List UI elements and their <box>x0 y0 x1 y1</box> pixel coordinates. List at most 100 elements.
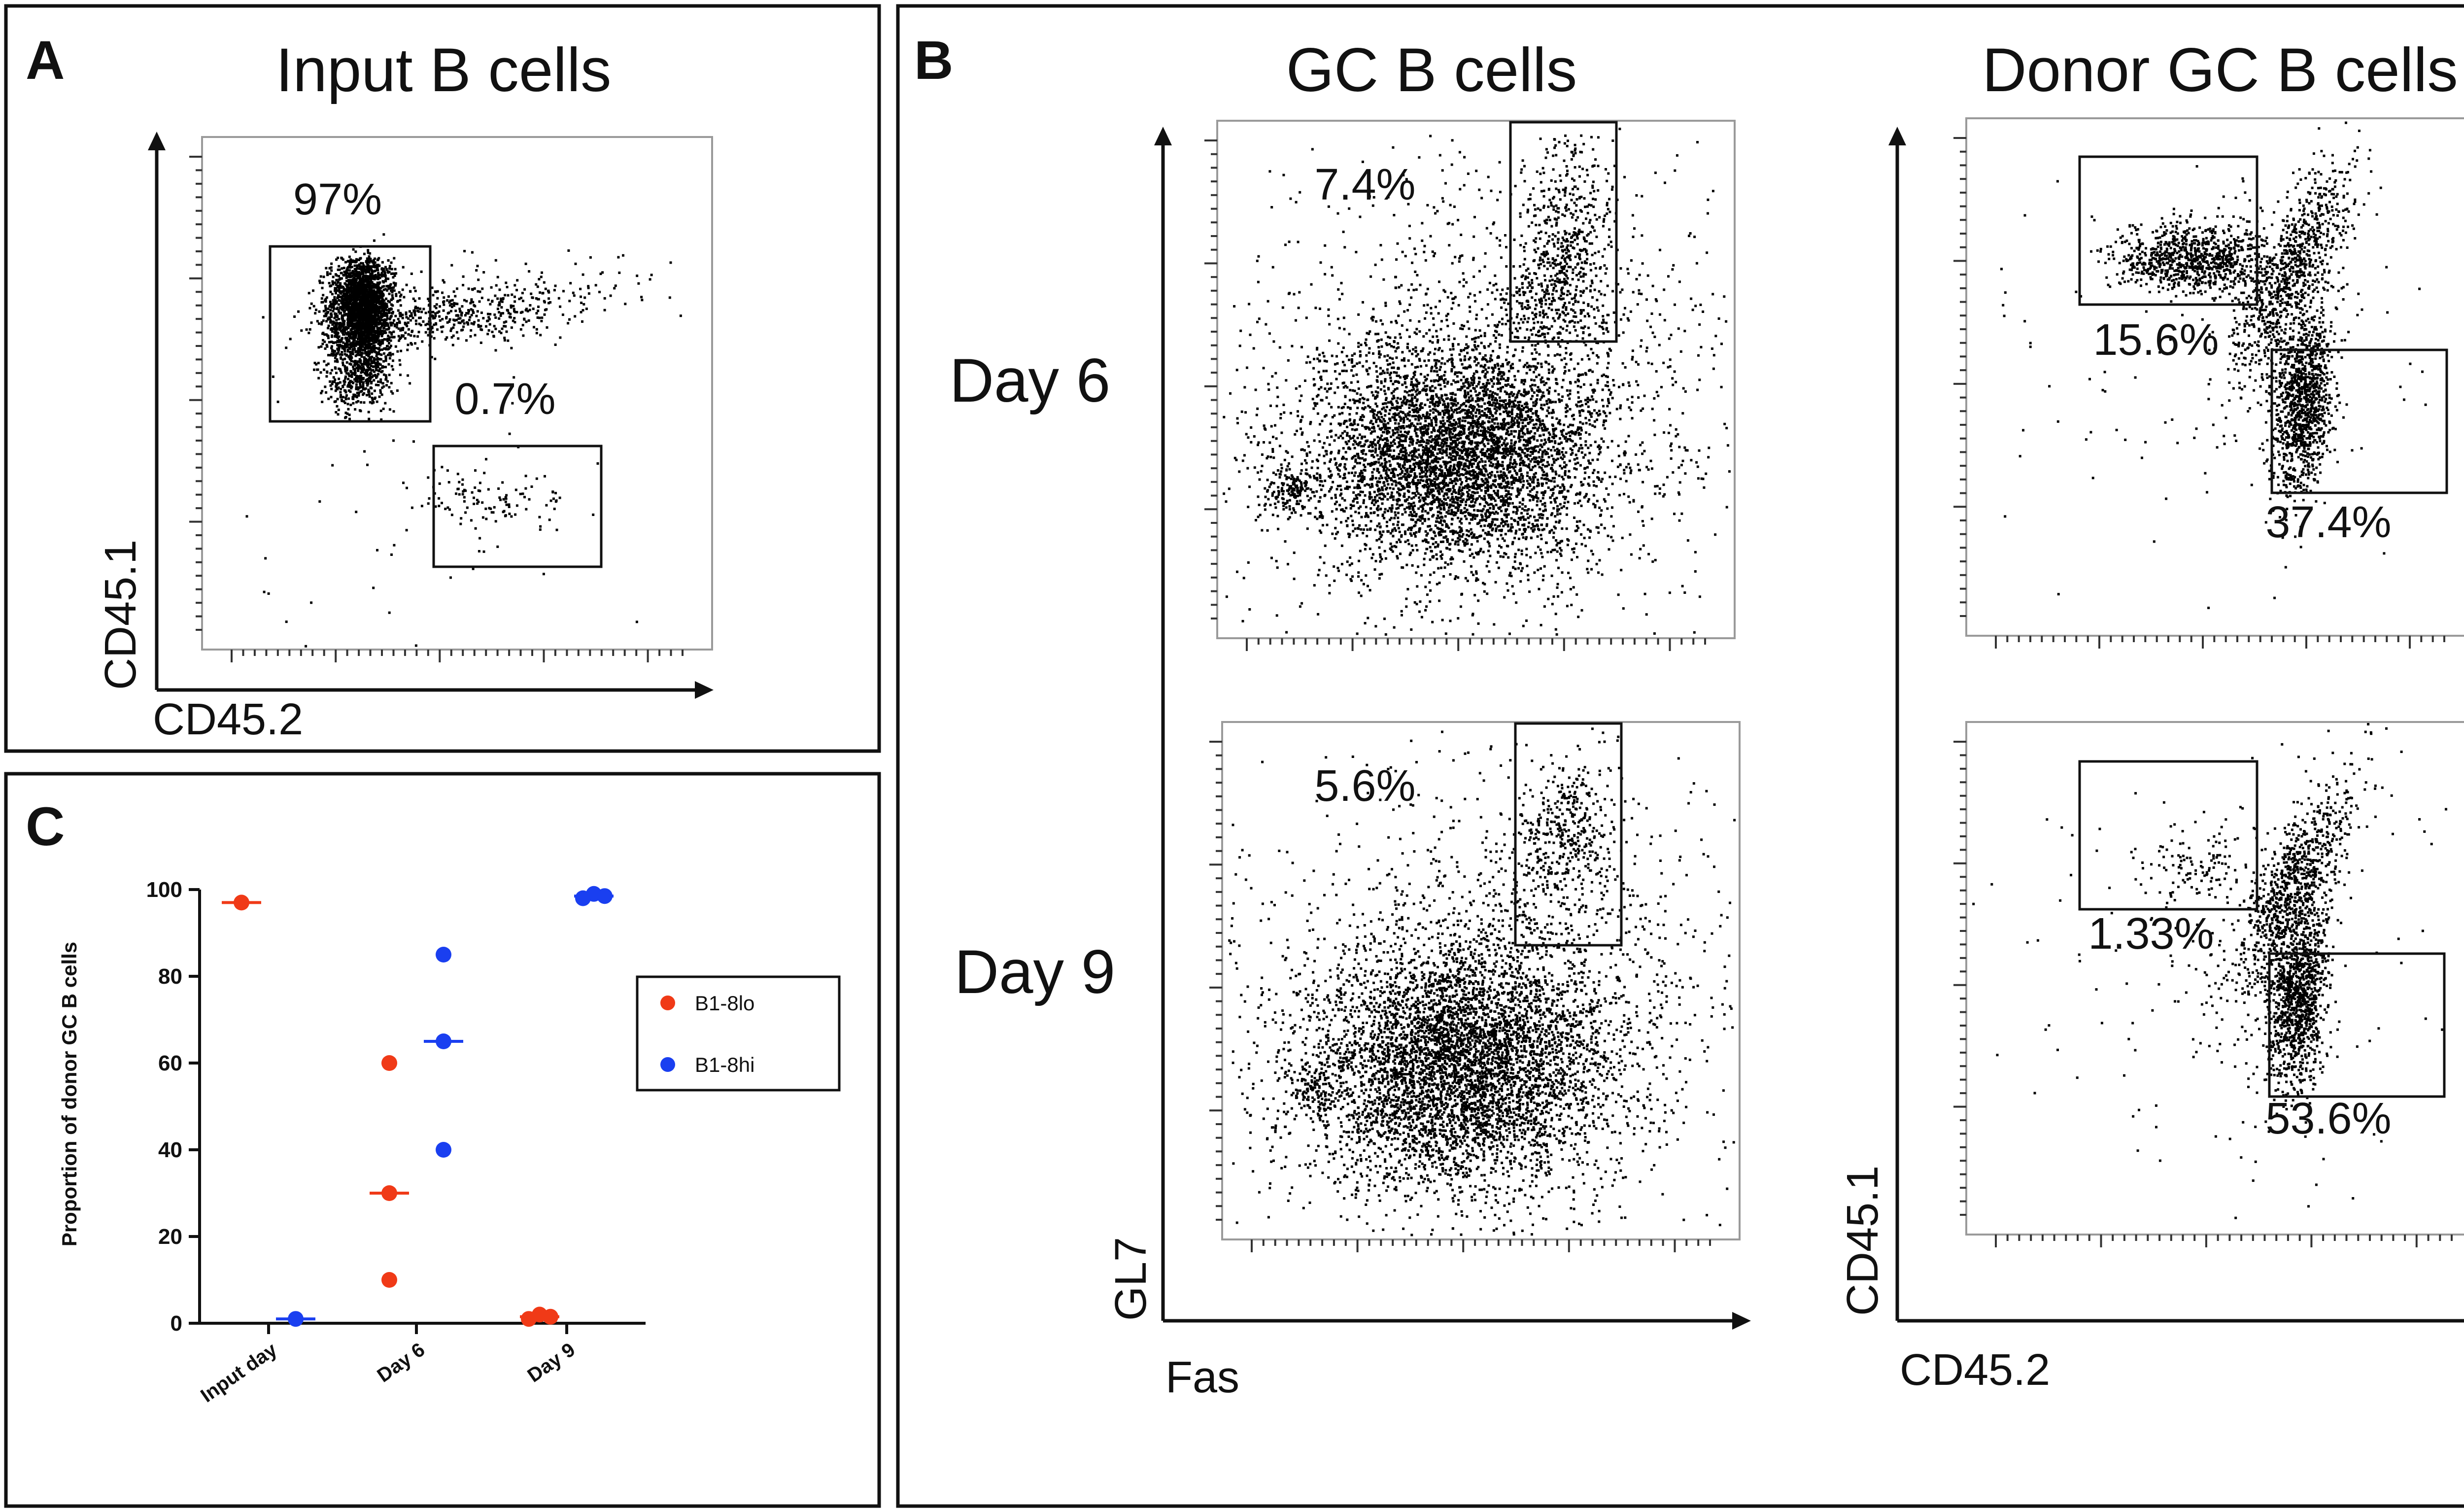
plot-a <box>189 136 713 662</box>
gc-xlabel: Fas <box>1165 1353 1239 1402</box>
x-ticks <box>1995 636 2445 649</box>
y-tick-label: 20 <box>158 1225 182 1249</box>
x-ticks <box>1246 638 1706 651</box>
data-point-b1-8lo <box>381 1055 397 1071</box>
legend-swatch-b1-8hi <box>660 1057 675 1072</box>
gate-label-a-upper: 97% <box>293 175 382 224</box>
y-ticks <box>1209 741 1222 1221</box>
panel-a-y-axis <box>148 132 166 690</box>
donor-xlabel: CD45.2 <box>1900 1345 2050 1395</box>
panel-a-title: Input B cells <box>276 36 612 104</box>
plot-frame <box>1965 721 2464 1236</box>
x-tick-label: Day 9 <box>523 1339 579 1386</box>
gate-a-lower <box>432 445 603 568</box>
event-cloud <box>262 259 588 366</box>
axis-arrowhead <box>148 132 166 150</box>
x-ticks <box>1251 1239 1711 1252</box>
event-cloud <box>1223 128 1728 636</box>
gate-label-donor-day9-lower: 53.6% <box>2265 1094 2391 1143</box>
plot-gc-day6 <box>1204 120 1736 651</box>
legend-label-b1-8lo: B1-8lo <box>695 992 754 1015</box>
legend-swatch-b1-8lo <box>660 996 675 1010</box>
axis-arrowhead <box>1732 1312 1751 1330</box>
y-tick-label: 100 <box>146 878 182 902</box>
x-tick-label: Input day <box>197 1339 281 1407</box>
dot-plot-chart: 0 20 40 60 80 100 Input day Day 6 Day 9 <box>146 878 646 1407</box>
plot-frame <box>1216 120 1736 639</box>
gate-a-upper <box>269 245 432 423</box>
event-cloud <box>2098 811 2247 909</box>
event-cloud <box>366 458 595 540</box>
event-cloud <box>1230 727 1735 1237</box>
plot-gc-day9 <box>1209 721 1741 1252</box>
plot-frame <box>1221 721 1741 1240</box>
flow-plots <box>189 117 2464 1252</box>
gate-label-gc-day6: 7.4% <box>1314 160 1415 209</box>
y-ticks <box>1204 139 1217 619</box>
panel-b-frame <box>896 4 2464 1508</box>
event-cloud <box>2090 195 2269 303</box>
event-cloud <box>245 375 638 648</box>
y-tick-label: 80 <box>158 964 182 989</box>
panel-b-donor-y-axis <box>1888 127 1906 1321</box>
event-cloud <box>1238 850 1710 1236</box>
gate-label-a-lower: 0.7% <box>454 375 555 424</box>
panel-a-letter: A <box>26 30 65 91</box>
legend-box <box>636 975 841 1092</box>
panel-a-ylabel: CD45.1 <box>96 540 145 690</box>
event-cloud <box>2204 121 2382 475</box>
x-ticks <box>231 650 684 662</box>
event-cloud <box>322 233 410 362</box>
y-tick-label: 40 <box>158 1138 182 1162</box>
event-cloud <box>1518 740 1623 949</box>
gate-donor-day6-upper <box>2078 155 2259 306</box>
x-tick-label: Day 6 <box>373 1339 429 1386</box>
y-tick-label: 0 <box>171 1311 182 1336</box>
event-cloud <box>1518 134 1619 346</box>
data-point-b1-8hi <box>436 1142 451 1158</box>
event-cloud <box>1228 739 1736 1236</box>
plot-donor-day9 <box>1953 721 2464 1247</box>
event-cloud <box>2259 271 2354 549</box>
plot-donor-day6 <box>1953 117 2464 649</box>
panel-c-letter: C <box>26 796 65 857</box>
panel-a-x-axis <box>157 681 714 699</box>
plot-frame <box>1965 117 2464 637</box>
event-cloud <box>1972 743 2447 1219</box>
axes-group <box>148 127 2464 1330</box>
panel-b-donor-x-axis <box>1897 1319 2464 1323</box>
panel-b-col2-title: Donor GC B cells <box>1982 36 2458 104</box>
gate-donor-day9-lower <box>2268 952 2446 1098</box>
panel-c-frame <box>4 772 881 1508</box>
axis-arrowhead <box>1888 127 1906 145</box>
gate-label-donor-day6-upper: 15.6% <box>2093 315 2219 365</box>
y-ticks <box>189 156 202 631</box>
legend-label-b1-8hi: B1-8hi <box>695 1053 754 1076</box>
panel-a-xlabel: CD45.2 <box>153 695 303 744</box>
panel-b-col1-title: GC B cells <box>1286 36 1577 104</box>
y-ticks <box>1953 741 1966 1216</box>
chart-c-ylabel: Proportion of donor GC B cells <box>58 942 81 1246</box>
row-label-day9: Day 9 <box>955 938 1116 1006</box>
row-label-day6: Day 6 <box>950 346 1111 415</box>
event-cloud <box>1280 1063 1353 1123</box>
event-cloud <box>1223 135 1731 636</box>
panel-b-gc-x-axis <box>1163 1312 1751 1330</box>
gate-gc-day6 <box>1509 121 1618 343</box>
y-tick-label: 60 <box>158 1051 182 1075</box>
gate-label-donor-day6-lower: 37.4% <box>2265 498 2391 547</box>
legend: B1-8lo B1-8hi <box>636 975 841 1092</box>
data-point-b1-8hi <box>436 947 451 962</box>
gate-label-gc-day9: 5.6% <box>1314 761 1415 811</box>
panel-b-gc-y-axis <box>1154 127 1172 1321</box>
axis-arrowhead <box>695 681 714 699</box>
event-cloud <box>1247 450 1337 519</box>
panel-a-frame <box>4 4 881 753</box>
plot-frame <box>201 136 713 651</box>
donor-ylabel: CD45.1 <box>1838 1166 1887 1316</box>
y-ticks <box>1953 137 1966 617</box>
x-ticks <box>1995 1235 2453 1247</box>
gate-donor-day9-upper <box>2078 760 2259 911</box>
gate-label-donor-day9-upper: 1.33% <box>2088 909 2214 959</box>
